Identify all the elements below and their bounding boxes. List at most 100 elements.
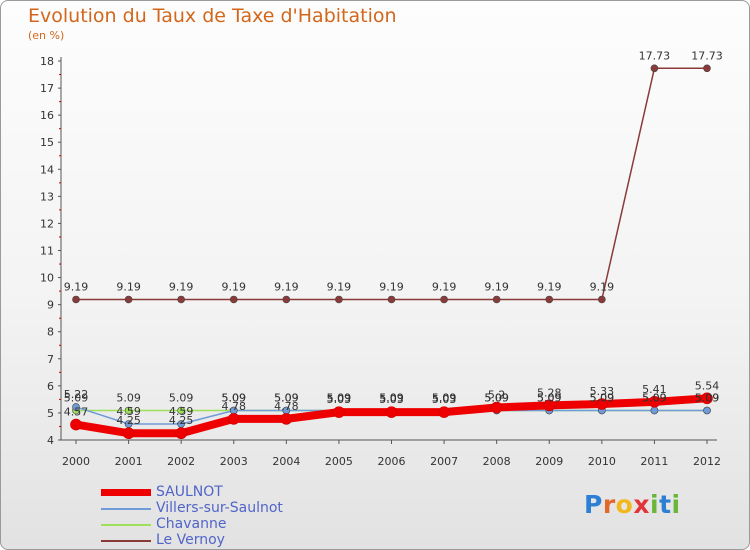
logo-letter: P	[584, 490, 603, 519]
data-label-chavanne: 5.09	[484, 391, 509, 404]
data-label-villers-sur-saulnot: 5.09	[274, 391, 299, 404]
data-label-villers-sur-saulnot: 4.59	[169, 405, 194, 418]
data-label-saulnot: 4.78	[274, 400, 299, 413]
data-point-saulnot	[227, 413, 240, 425]
data-point-saulnot	[70, 418, 82, 431]
data-point-le-vernoy	[650, 64, 659, 73]
data-label-saulnot: 5.41	[642, 383, 667, 396]
data-label-saulnot: 4.25	[116, 414, 141, 427]
data-point-le-vernoy	[545, 295, 554, 304]
x-tick-label: 2005	[325, 455, 353, 468]
data-label-chavanne: 5.09	[642, 391, 667, 404]
y-tick-label: 16	[40, 109, 54, 122]
x-tick-label: 2003	[220, 455, 248, 468]
legend-label-le-vernoy: Le Vernoy	[156, 532, 225, 548]
data-point-villers-sur-saulnot	[703, 406, 711, 415]
data-point-saulnot	[490, 401, 503, 414]
logo-letter: i	[650, 490, 660, 519]
chart-title: Evolution du Taux de Taxe d'Habitation	[28, 5, 397, 27]
x-tick-label: 2002	[167, 455, 195, 468]
data-label-le-vernoy: 9.19	[116, 280, 141, 293]
data-point-chavanne	[177, 406, 185, 415]
legend-swatch-le-vernoy	[101, 540, 151, 542]
y-tick-label: 12	[40, 217, 54, 230]
proxiti-logo: Proxiti	[584, 490, 681, 519]
y-tick-label: 6	[47, 380, 54, 393]
legend-label-villers: Villers-sur-Saulnot	[156, 500, 283, 516]
y-tick-label: 4	[47, 434, 54, 447]
logo-letter: o	[615, 490, 634, 519]
x-tick-label: 2006	[378, 455, 406, 468]
data-label-chavanne: 5.09	[432, 391, 457, 404]
y-tick-label: 13	[40, 190, 54, 203]
data-label-villers-sur-saulnot: 5.09	[484, 391, 509, 404]
data-point-saulnot	[385, 406, 398, 418]
data-label-le-vernoy: 9.19	[432, 280, 457, 293]
y-tick-label: 14	[40, 163, 54, 176]
data-point-le-vernoy	[229, 295, 238, 304]
data-label-chavanne: 5.09	[590, 391, 615, 404]
data-label-saulnot: 5.2	[488, 389, 506, 402]
x-tick-label: 2000	[62, 455, 90, 468]
data-label-villers-sur-saulnot: 5.09	[642, 391, 667, 404]
data-label-le-vernoy: 9.19	[537, 280, 562, 293]
logo-letter: r	[602, 490, 616, 519]
series-line-le-vernoy	[75, 67, 708, 301]
data-point-villers-sur-saulnot	[650, 406, 659, 415]
y-tick-label: 5	[47, 407, 54, 420]
data-label-le-vernoy: 9.19	[484, 280, 509, 293]
x-tick-label: 2007	[430, 455, 458, 468]
x-tick-label: 2001	[115, 455, 143, 468]
data-point-le-vernoy	[124, 295, 133, 304]
data-point-le-vernoy	[703, 64, 711, 73]
x-tick-label: 2012	[693, 455, 721, 468]
data-label-villers-sur-saulnot: 5.09	[537, 391, 562, 404]
data-point-saulnot	[438, 406, 450, 418]
data-label-saulnot: 5.03	[327, 393, 352, 406]
data-label-chavanne: 5.09	[695, 391, 720, 404]
legend-item-saulnot: SAULNOT	[101, 484, 341, 501]
data-label-chavanne: 5.09	[537, 391, 562, 404]
data-label-le-vernoy: 9.19	[169, 280, 194, 293]
legend-swatch-villers	[101, 508, 151, 510]
y-tick-label: 9	[47, 299, 54, 312]
data-label-saulnot: 5.33	[590, 385, 615, 398]
data-point-saulnot	[701, 392, 713, 405]
logo-letter: i	[671, 490, 681, 519]
x-tick-label: 2004	[272, 455, 300, 468]
data-label-villers-sur-saulnot: 5.09	[695, 391, 720, 404]
chart-subtitle: (en %)	[28, 29, 65, 42]
data-label-villers-sur-saulnot: 5.09	[327, 391, 352, 404]
data-label-le-vernoy: 9.19	[222, 280, 247, 293]
data-label-chavanne: 5.09	[274, 391, 299, 404]
data-label-villers-sur-saulnot: 5.09	[432, 391, 457, 404]
data-label-chavanne: 5.09	[169, 391, 194, 404]
legend-swatch-chavanne	[101, 524, 151, 526]
legend-label-saulnot: SAULNOT	[156, 484, 223, 500]
data-label-le-vernoy: 9.19	[590, 280, 615, 293]
data-label-chavanne: 5.09	[379, 391, 404, 404]
data-label-villers-sur-saulnot: 4.59	[116, 405, 141, 418]
y-tick-label: 10	[40, 272, 54, 285]
data-point-le-vernoy	[177, 295, 185, 304]
x-tick-label: 2009	[535, 455, 563, 468]
y-tick-label: 8	[47, 326, 54, 339]
y-tick-label: 11	[40, 245, 54, 258]
data-point-saulnot	[543, 399, 556, 412]
data-point-le-vernoy	[282, 295, 291, 304]
data-label-le-vernoy: 9.19	[274, 280, 299, 293]
data-label-le-vernoy: 9.19	[64, 280, 89, 293]
data-point-saulnot	[333, 406, 345, 418]
data-label-chavanne: 5.09	[64, 391, 89, 404]
data-point-le-vernoy	[335, 295, 343, 304]
data-point-saulnot	[175, 427, 187, 440]
legend-item-villers: Villers-sur-Saulnot	[101, 500, 341, 517]
data-label-saulnot: 4.25	[169, 414, 194, 427]
data-label-saulnot: 5.03	[379, 393, 404, 406]
data-point-le-vernoy	[440, 295, 448, 304]
x-tick-label: 2010	[588, 455, 616, 468]
logo-letter: t	[659, 490, 672, 519]
data-label-chavanne: 5.09	[327, 391, 352, 404]
data-point-villers-sur-saulnot	[72, 403, 80, 411]
